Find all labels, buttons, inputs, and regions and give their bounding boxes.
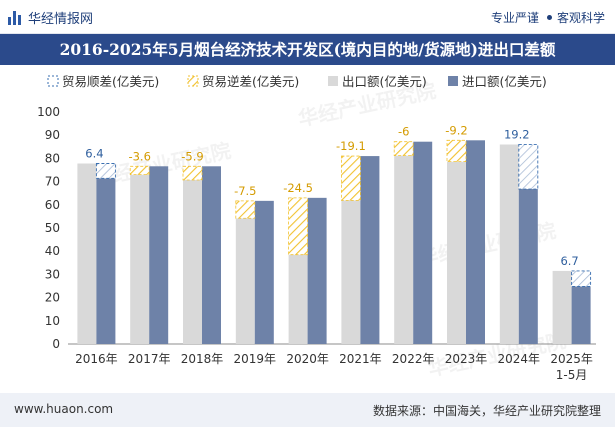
- bar-import: [96, 178, 116, 344]
- x-tick-label: 2020年: [286, 352, 329, 366]
- data-label-deficit: -9.2: [445, 123, 467, 137]
- x-tick-label: 2017年: [128, 352, 171, 366]
- x-tick-label: 2016年: [75, 352, 118, 366]
- data-label-deficit: -19.1: [336, 139, 366, 153]
- bar-export: [394, 155, 414, 344]
- y-tick-label: 0: [52, 337, 60, 351]
- x-tick-label: 2018年: [181, 352, 224, 366]
- y-tick-label: 20: [45, 291, 60, 305]
- bar-export: [235, 218, 255, 344]
- legend-label: 出口额(亿美元): [342, 74, 427, 89]
- x-axis: 2016年 2017年 2018年 2019年 2020年 2021年 2022年 2023年…: [75, 352, 593, 382]
- y-tick-label: 100: [37, 105, 60, 119]
- y-tick-label: 80: [45, 151, 60, 165]
- tagline-right: 客观科学: [556, 11, 605, 25]
- data-label-deficit: -7.5: [234, 184, 256, 198]
- legend-swatch-import: [448, 76, 458, 86]
- legend-label: 贸易逆差(亿美元): [202, 74, 299, 89]
- bar-export: [447, 161, 466, 344]
- separator-dot-icon: [546, 15, 552, 20]
- data-label-surplus: 19.2: [504, 127, 530, 141]
- footer-url[interactable]: www.huaon.com: [14, 402, 114, 416]
- surplus-box: [518, 144, 539, 190]
- bar-import: [413, 141, 433, 344]
- bar-export: [552, 270, 572, 344]
- deficit-box: [235, 200, 256, 219]
- y-tick-label: 90: [45, 128, 60, 142]
- bar-import: [202, 166, 221, 344]
- surplus-box: [95, 163, 116, 179]
- data-label-deficit: -6: [398, 125, 409, 139]
- top-bar: 华经情报网 专业严谨 客观科学: [0, 0, 615, 34]
- bar-import: [466, 140, 485, 344]
- footer: www.huaon.com 数据来源：中国海关，华经产业研究院整理: [0, 393, 615, 427]
- y-tick-label: 10: [45, 314, 60, 328]
- data-label-deficit: -24.5: [283, 181, 313, 195]
- bar-export: [77, 163, 97, 344]
- brand-name: 华经情报网: [28, 12, 94, 27]
- deficit-box: [182, 165, 203, 181]
- data-label-surplus: 6.4: [85, 147, 103, 161]
- bar-export: [341, 200, 361, 344]
- deficit-box: [129, 165, 150, 176]
- legend-label: 进口额(亿美元): [462, 74, 547, 89]
- chart-title: 2016-2025年5月烟台经济技术开发区(境内目的地/货源地)进出口差额: [0, 34, 615, 65]
- y-tick-label: 70: [45, 175, 60, 189]
- chart: 贸易顺差(亿美元) 贸易逆差(亿美元) 出口额(亿美元) 进口额(亿美元) 华经产业研…: [37, 74, 596, 382]
- x-tick-label: 2025年: [550, 352, 593, 366]
- surplus-box: [571, 270, 592, 287]
- bar-import: [254, 200, 274, 344]
- y-tick-label: 40: [45, 244, 60, 258]
- bar-import: [149, 166, 169, 344]
- bar-export: [183, 179, 202, 344]
- x-tick-label: 1-5月: [556, 368, 588, 382]
- bar-export: [130, 174, 150, 344]
- tagline: 专业严谨 客观科学: [491, 9, 605, 26]
- bar-import: [518, 189, 538, 344]
- legend-swatch-surplus: [47, 75, 59, 87]
- x-tick-label: 2022年: [392, 352, 435, 366]
- bar-import: [571, 286, 591, 344]
- y-tick-label: 30: [45, 267, 60, 281]
- bar-export: [288, 254, 308, 344]
- deficit-box: [340, 155, 361, 201]
- x-tick-label: 2019年: [234, 352, 277, 366]
- bar-import: [360, 156, 380, 344]
- tagline-left: 专业严谨: [490, 11, 539, 25]
- data-label-deficit: -5.9: [181, 149, 203, 163]
- legend-label: 贸易顺差(亿美元): [62, 74, 159, 89]
- y-tick-label: 50: [45, 221, 60, 235]
- deficit-box: [446, 139, 467, 163]
- brand[interactable]: 华经情报网: [8, 8, 93, 27]
- legend-swatch-deficit: [187, 75, 199, 87]
- footer-source: 数据来源：中国海关，华经产业研究院整理: [372, 404, 601, 418]
- bar-export: [499, 144, 519, 344]
- x-tick-label: 2023年: [445, 352, 488, 366]
- bar-import: [307, 197, 327, 344]
- data-label-deficit: -3.6: [128, 149, 150, 163]
- bars: 6.4 -3.6 -5.9 -7.5 -24.5 -19.1 -6 -9.2 19.2 6.7: [77, 123, 592, 344]
- deficit-box: [288, 197, 309, 256]
- data-label-surplus: 6.7: [560, 254, 578, 268]
- x-tick-label: 2024年: [498, 352, 541, 366]
- legend-swatch-export: [328, 76, 338, 86]
- brand-logo-icon: [8, 10, 22, 25]
- x-tick-label: 2021年: [339, 352, 382, 366]
- deficit-box: [393, 141, 414, 157]
- legend: 贸易顺差(亿美元) 贸易逆差(亿美元) 出口额(亿美元) 进口额(亿美元): [47, 74, 547, 89]
- y-tick-label: 60: [45, 198, 60, 212]
